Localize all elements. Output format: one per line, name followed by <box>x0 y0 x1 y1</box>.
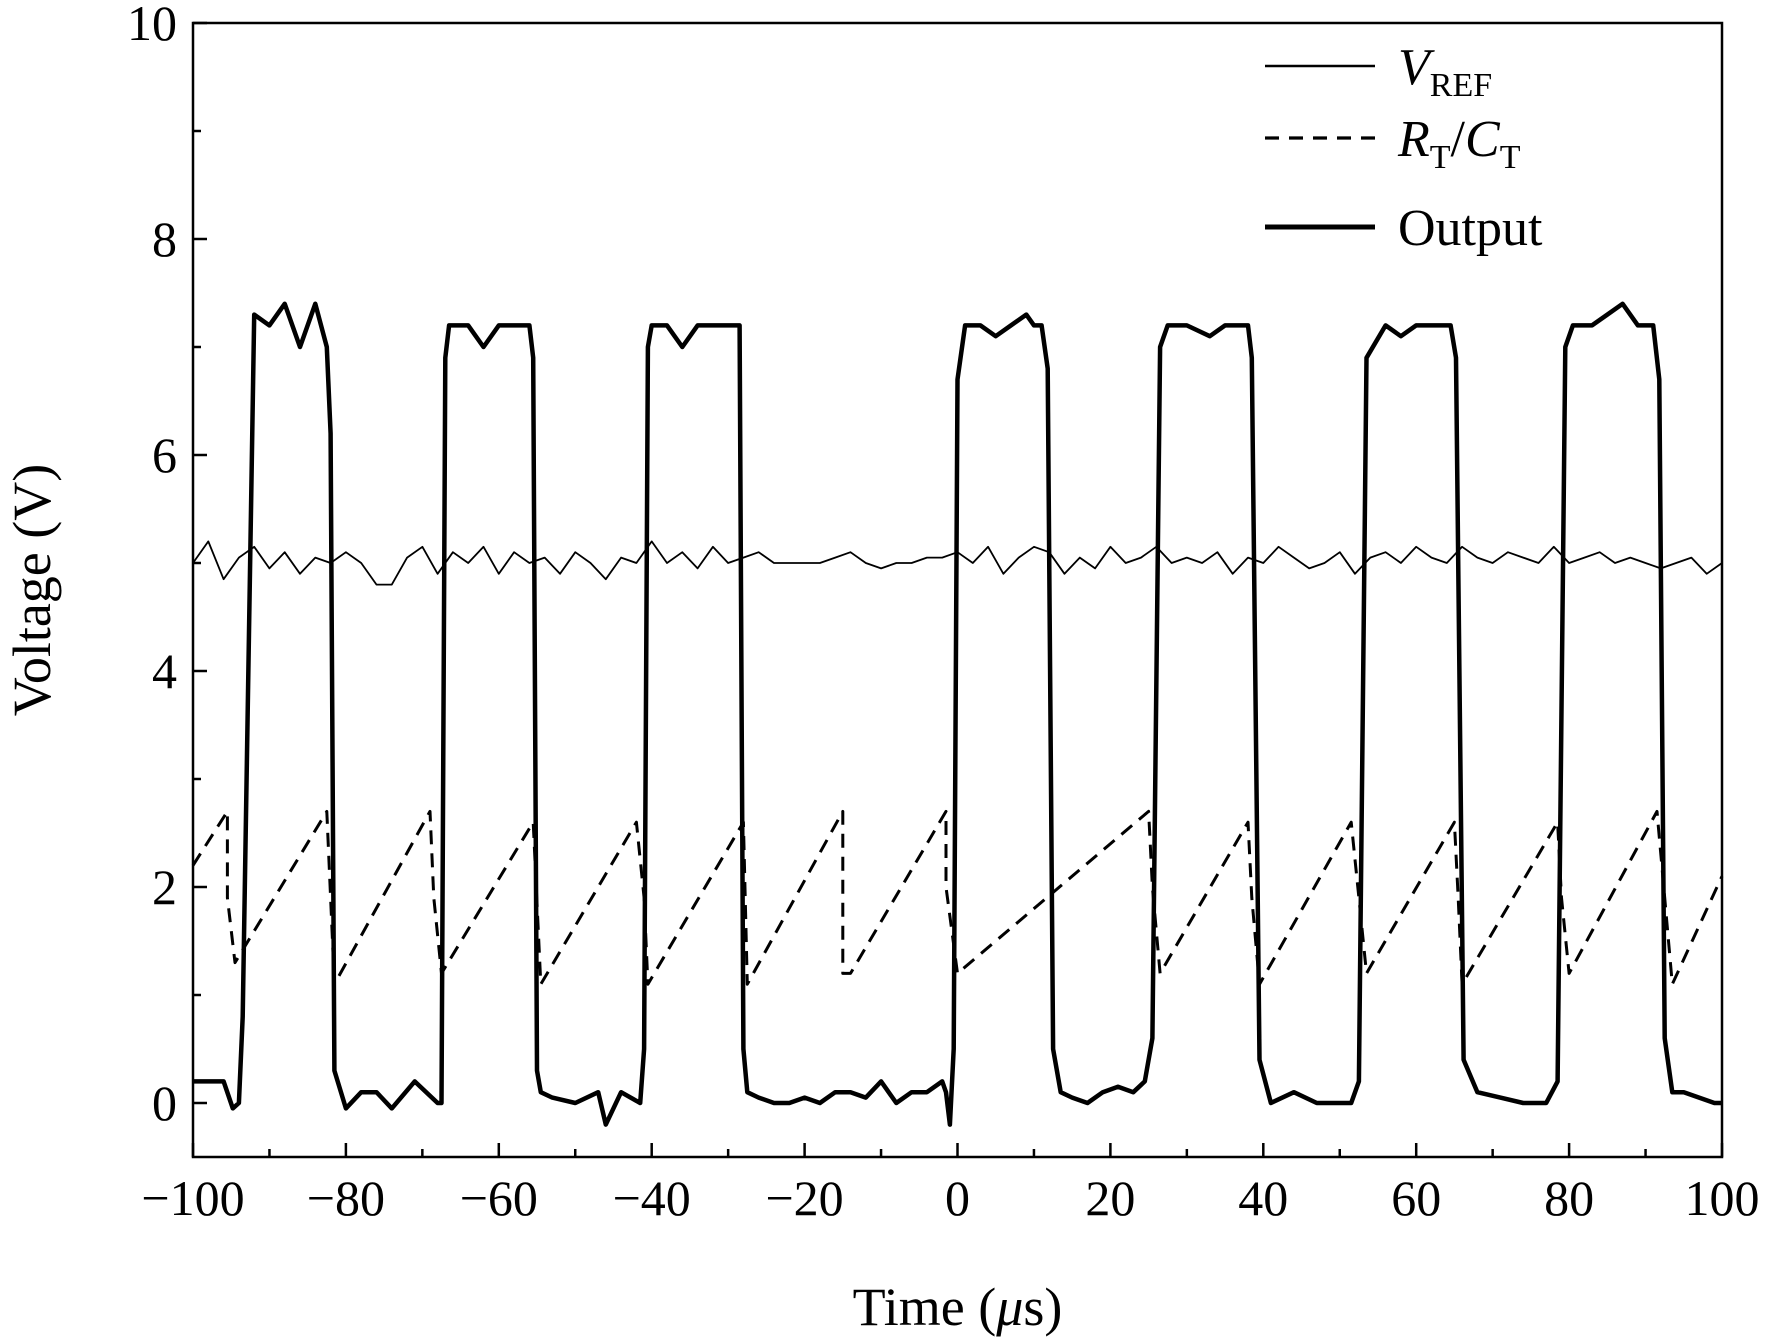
x-tick-label: 40 <box>1238 1170 1288 1226</box>
legend-vref-main: V <box>1398 39 1435 96</box>
x-tick-label: 20 <box>1085 1170 1135 1226</box>
legend-rtct-sep: / <box>1451 111 1466 168</box>
x-tick-label: −20 <box>765 1170 843 1226</box>
legend-rtct-sub: T <box>1430 139 1451 176</box>
ticks-layer: −100 −80 −60 −40 −20 0 20 40 60 80 100 0 2 4 6 8 10 <box>127 0 1760 1226</box>
y-tick-label: 4 <box>152 643 177 699</box>
x-axis-label-unit-rest: s) <box>1023 1277 1062 1337</box>
legend-rtct-sub2: T <box>1500 139 1521 176</box>
x-tick-label: 0 <box>945 1170 970 1226</box>
series-layer <box>191 301 1724 1127</box>
x-tick-label: −80 <box>307 1170 385 1226</box>
x-tick-label: 80 <box>1544 1170 1594 1226</box>
x-tick-label: −60 <box>460 1170 538 1226</box>
y-axis-label: Voltage (V) <box>2 464 62 716</box>
y-tick-label: 10 <box>127 0 177 51</box>
legend: VREF RT/CT Output <box>1265 39 1543 257</box>
x-tick-label: −100 <box>141 1170 244 1226</box>
legend-label-rtct: RT/CT <box>1397 111 1521 176</box>
legend-item-output: Output <box>1265 200 1543 257</box>
legend-item-vref: VREF <box>1265 39 1492 104</box>
series-line-output <box>193 301 1722 1127</box>
legend-label-output: Output <box>1398 200 1543 257</box>
y-tick-label: 6 <box>152 427 177 483</box>
y-tick-label: 8 <box>152 211 177 267</box>
legend-item-rtct: RT/CT <box>1265 111 1521 176</box>
legend-vref-sub: REF <box>1430 67 1492 104</box>
x-axis-label-main: Time ( <box>853 1277 997 1337</box>
labels-layer: Time (μs) Voltage (V) <box>2 464 1062 1337</box>
legend-rtct-main: R <box>1397 111 1430 168</box>
x-tick-label: 100 <box>1685 1170 1760 1226</box>
x-axis-label-unit-italic: μ <box>995 1277 1023 1337</box>
legend-rtct-main2: C <box>1465 111 1501 168</box>
legend-label-vref: VREF <box>1398 39 1492 104</box>
x-tick-label: 60 <box>1391 1170 1441 1226</box>
y-tick-label: 0 <box>152 1075 177 1131</box>
y-tick-label: 2 <box>152 859 177 915</box>
series-line-rtct <box>191 809 1724 986</box>
x-tick-label: −40 <box>613 1170 691 1226</box>
x-axis-label: Time (μs) <box>853 1277 1063 1337</box>
